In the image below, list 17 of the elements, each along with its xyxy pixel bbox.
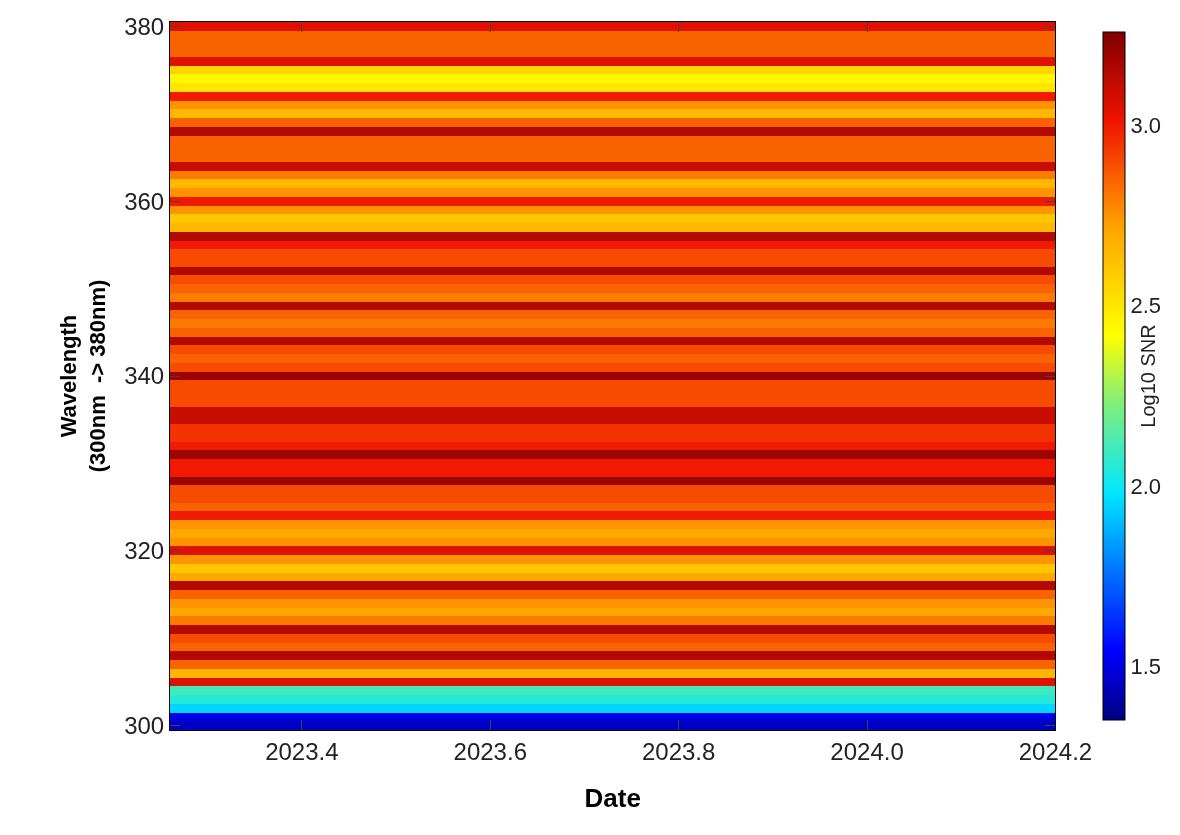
y-tick-label: 360 — [124, 187, 165, 215]
y-tick-label: 300 — [124, 712, 165, 740]
x-tick-label: 2023.8 — [641, 737, 716, 765]
x-tick-label: 2024.2 — [1018, 737, 1093, 765]
x-tick-label: 2023.6 — [453, 737, 527, 765]
y-tick-label: 320 — [124, 537, 165, 565]
color-bar-label: 2.5 — [1130, 293, 1161, 319]
color-bar-label: 2.0 — [1130, 473, 1161, 499]
y-tick-label: 380 — [124, 12, 165, 40]
x-tick-label: 2023.4 — [265, 737, 339, 765]
x-tick-label: 2024.0 — [830, 737, 904, 765]
y-tick-label: 340 — [124, 362, 165, 390]
y-axis-title: Wavelength (300nm -> 380nm) — [56, 279, 110, 473]
color-bar-label: 3.0 — [1130, 113, 1161, 139]
x-axis-title: Date — [584, 783, 641, 814]
color-bar-title: Log10 SNR — [1137, 324, 1160, 428]
color-bar-label: 1.5 — [1130, 653, 1161, 679]
